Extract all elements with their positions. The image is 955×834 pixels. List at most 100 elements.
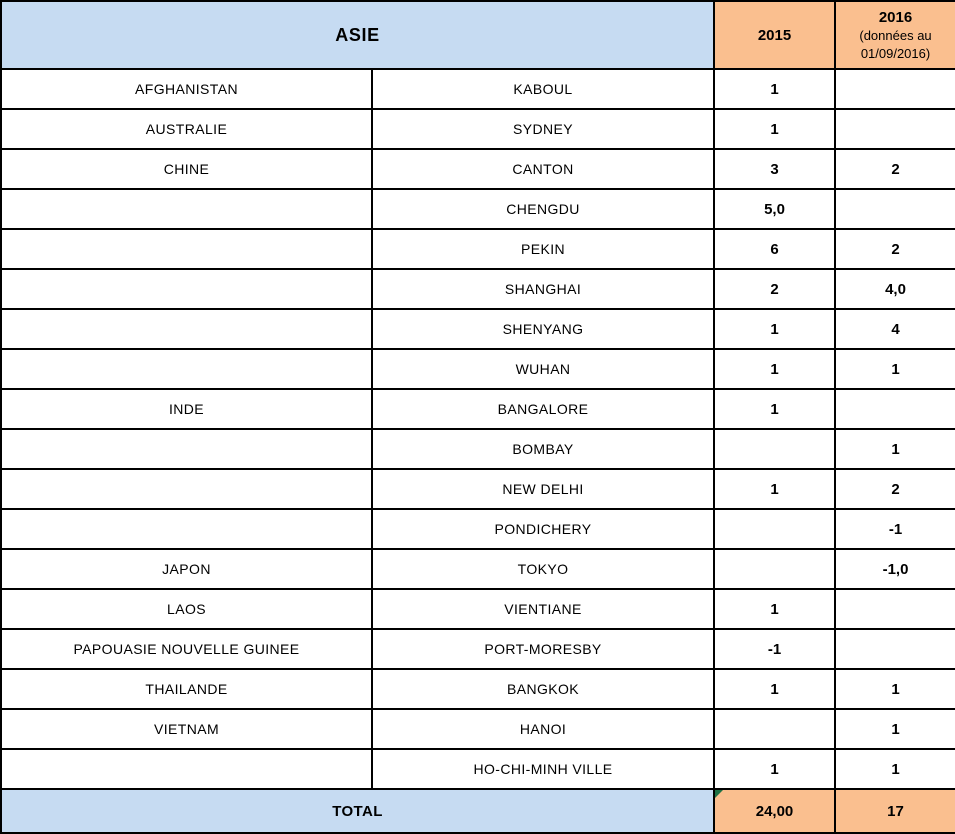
table-row: AUSTRALIE SYDNEY 1: [0, 108, 955, 150]
country-cell[interactable]: [0, 268, 373, 310]
table-row: CHENGDU 5,0: [0, 188, 955, 230]
country-cell[interactable]: [0, 188, 373, 230]
table-row: PEKIN 6 2: [0, 228, 955, 270]
value-2015-cell[interactable]: [713, 508, 837, 550]
country-cell[interactable]: [0, 748, 373, 790]
city-cell[interactable]: PONDICHERY: [370, 508, 716, 550]
country-cell[interactable]: AUSTRALIE: [0, 108, 373, 150]
value-2016-cell[interactable]: 2: [834, 148, 955, 190]
value-2015-cell[interactable]: [713, 548, 837, 590]
city-cell[interactable]: VIENTIANE: [370, 588, 716, 630]
total-2015-cell[interactable]: 24,00: [713, 788, 837, 834]
country-cell[interactable]: [0, 228, 373, 270]
country-cell[interactable]: JAPON: [0, 548, 373, 590]
value-2015-cell[interactable]: 1: [713, 388, 837, 430]
value-2016-cell[interactable]: 1: [834, 668, 955, 710]
value-2015-cell[interactable]: 1: [713, 68, 837, 110]
value-2015-cell[interactable]: 1: [713, 348, 837, 390]
city-cell[interactable]: HANOI: [370, 708, 716, 750]
table-row: VIETNAM HANOI 1: [0, 708, 955, 750]
country-cell[interactable]: [0, 308, 373, 350]
region-header-cell[interactable]: ASIE: [0, 0, 716, 70]
value-2016-cell[interactable]: 1: [834, 708, 955, 750]
city-cell[interactable]: WUHAN: [370, 348, 716, 390]
value-2015-cell[interactable]: 1: [713, 588, 837, 630]
table-row: NEW DELHI 1 2: [0, 468, 955, 510]
value-2016-cell[interactable]: 1: [834, 348, 955, 390]
table-row: SHENYANG 1 4: [0, 308, 955, 350]
formula-indicator-icon: [716, 791, 724, 798]
city-cell[interactable]: SHENYANG: [370, 308, 716, 350]
value-2016-cell[interactable]: 1: [834, 748, 955, 790]
table-row: PONDICHERY -1: [0, 508, 955, 550]
total-2016-cell[interactable]: 17: [834, 788, 955, 834]
value-2016-cell[interactable]: -1,0: [834, 548, 955, 590]
value-2016-cell[interactable]: [834, 388, 955, 430]
value-2015-cell[interactable]: 1: [713, 108, 837, 150]
total-row: TOTAL 24,00 17: [0, 788, 955, 834]
value-2015-cell[interactable]: 1: [713, 468, 837, 510]
country-cell[interactable]: CHINE: [0, 148, 373, 190]
value-2016-cell[interactable]: [834, 68, 955, 110]
table-row: LAOS VIENTIANE 1: [0, 588, 955, 630]
city-cell[interactable]: PEKIN: [370, 228, 716, 270]
value-2016-cell[interactable]: 1: [834, 428, 955, 470]
table-row: CHINE CANTON 3 2: [0, 148, 955, 190]
value-2016-cell[interactable]: 4,0: [834, 268, 955, 310]
table-row: JAPON TOKYO -1,0: [0, 548, 955, 590]
value-2015-cell[interactable]: [713, 708, 837, 750]
country-cell[interactable]: VIETNAM: [0, 708, 373, 750]
city-cell[interactable]: SYDNEY: [370, 108, 716, 150]
value-2015-cell[interactable]: -1: [713, 628, 837, 670]
city-cell[interactable]: BOMBAY: [370, 428, 716, 470]
city-cell[interactable]: SHANGHAI: [370, 268, 716, 310]
total-label-cell[interactable]: TOTAL: [0, 788, 716, 834]
column-header-2016-subtitle-line2: 01/09/2016): [860, 45, 931, 61]
city-cell[interactable]: BANGALORE: [370, 388, 716, 430]
value-2016-cell[interactable]: [834, 628, 955, 670]
value-2015-cell[interactable]: 1: [713, 748, 837, 790]
country-cell[interactable]: THAILANDE: [0, 668, 373, 710]
country-cell[interactable]: [0, 348, 373, 390]
column-header-2015[interactable]: 2015: [713, 0, 837, 70]
column-header-2016[interactable]: 2016 (données au 01/09/2016): [834, 0, 955, 70]
country-cell[interactable]: [0, 508, 373, 550]
city-cell[interactable]: HO-CHI-MINH VILLE: [370, 748, 716, 790]
city-cell[interactable]: BANGKOK: [370, 668, 716, 710]
value-2015-cell[interactable]: 1: [713, 668, 837, 710]
city-cell[interactable]: NEW DELHI: [370, 468, 716, 510]
value-2015-cell[interactable]: 2: [713, 268, 837, 310]
value-2015-cell[interactable]: 3: [713, 148, 837, 190]
value-2016-cell[interactable]: 2: [834, 228, 955, 270]
value-2016-cell[interactable]: -1: [834, 508, 955, 550]
city-cell[interactable]: PORT-MORESBY: [370, 628, 716, 670]
table-row: WUHAN 1 1: [0, 348, 955, 390]
value-2015-cell[interactable]: 6: [713, 228, 837, 270]
column-header-2016-title: 2016: [878, 8, 913, 26]
value-2016-cell[interactable]: [834, 108, 955, 150]
value-2016-cell[interactable]: [834, 188, 955, 230]
country-cell[interactable]: LAOS: [0, 588, 373, 630]
city-cell[interactable]: TOKYO: [370, 548, 716, 590]
country-cell[interactable]: [0, 468, 373, 510]
table-row: THAILANDE BANGKOK 1 1: [0, 668, 955, 710]
value-2016-cell[interactable]: [834, 588, 955, 630]
table-row: PAPOUASIE NOUVELLE GUINEE PORT-MORESBY -…: [0, 628, 955, 670]
value-2015-cell[interactable]: [713, 428, 837, 470]
country-cell[interactable]: INDE: [0, 388, 373, 430]
country-cell[interactable]: AFGHANISTAN: [0, 68, 373, 110]
country-cell[interactable]: PAPOUASIE NOUVELLE GUINEE: [0, 628, 373, 670]
city-cell[interactable]: CANTON: [370, 148, 716, 190]
country-cell[interactable]: [0, 428, 373, 470]
total-2015-value: 24,00: [755, 802, 794, 820]
table-row: BOMBAY 1: [0, 428, 955, 470]
city-cell[interactable]: CHENGDU: [370, 188, 716, 230]
table-row: AFGHANISTAN KABOUL 1: [0, 68, 955, 110]
value-2016-cell[interactable]: 4: [834, 308, 955, 350]
city-cell[interactable]: KABOUL: [370, 68, 716, 110]
value-2015-cell[interactable]: 5,0: [713, 188, 837, 230]
value-2016-cell[interactable]: 2: [834, 468, 955, 510]
header-row: ASIE 2015 2016 (données au 01/09/2016): [0, 0, 955, 70]
value-2015-cell[interactable]: 1: [713, 308, 837, 350]
